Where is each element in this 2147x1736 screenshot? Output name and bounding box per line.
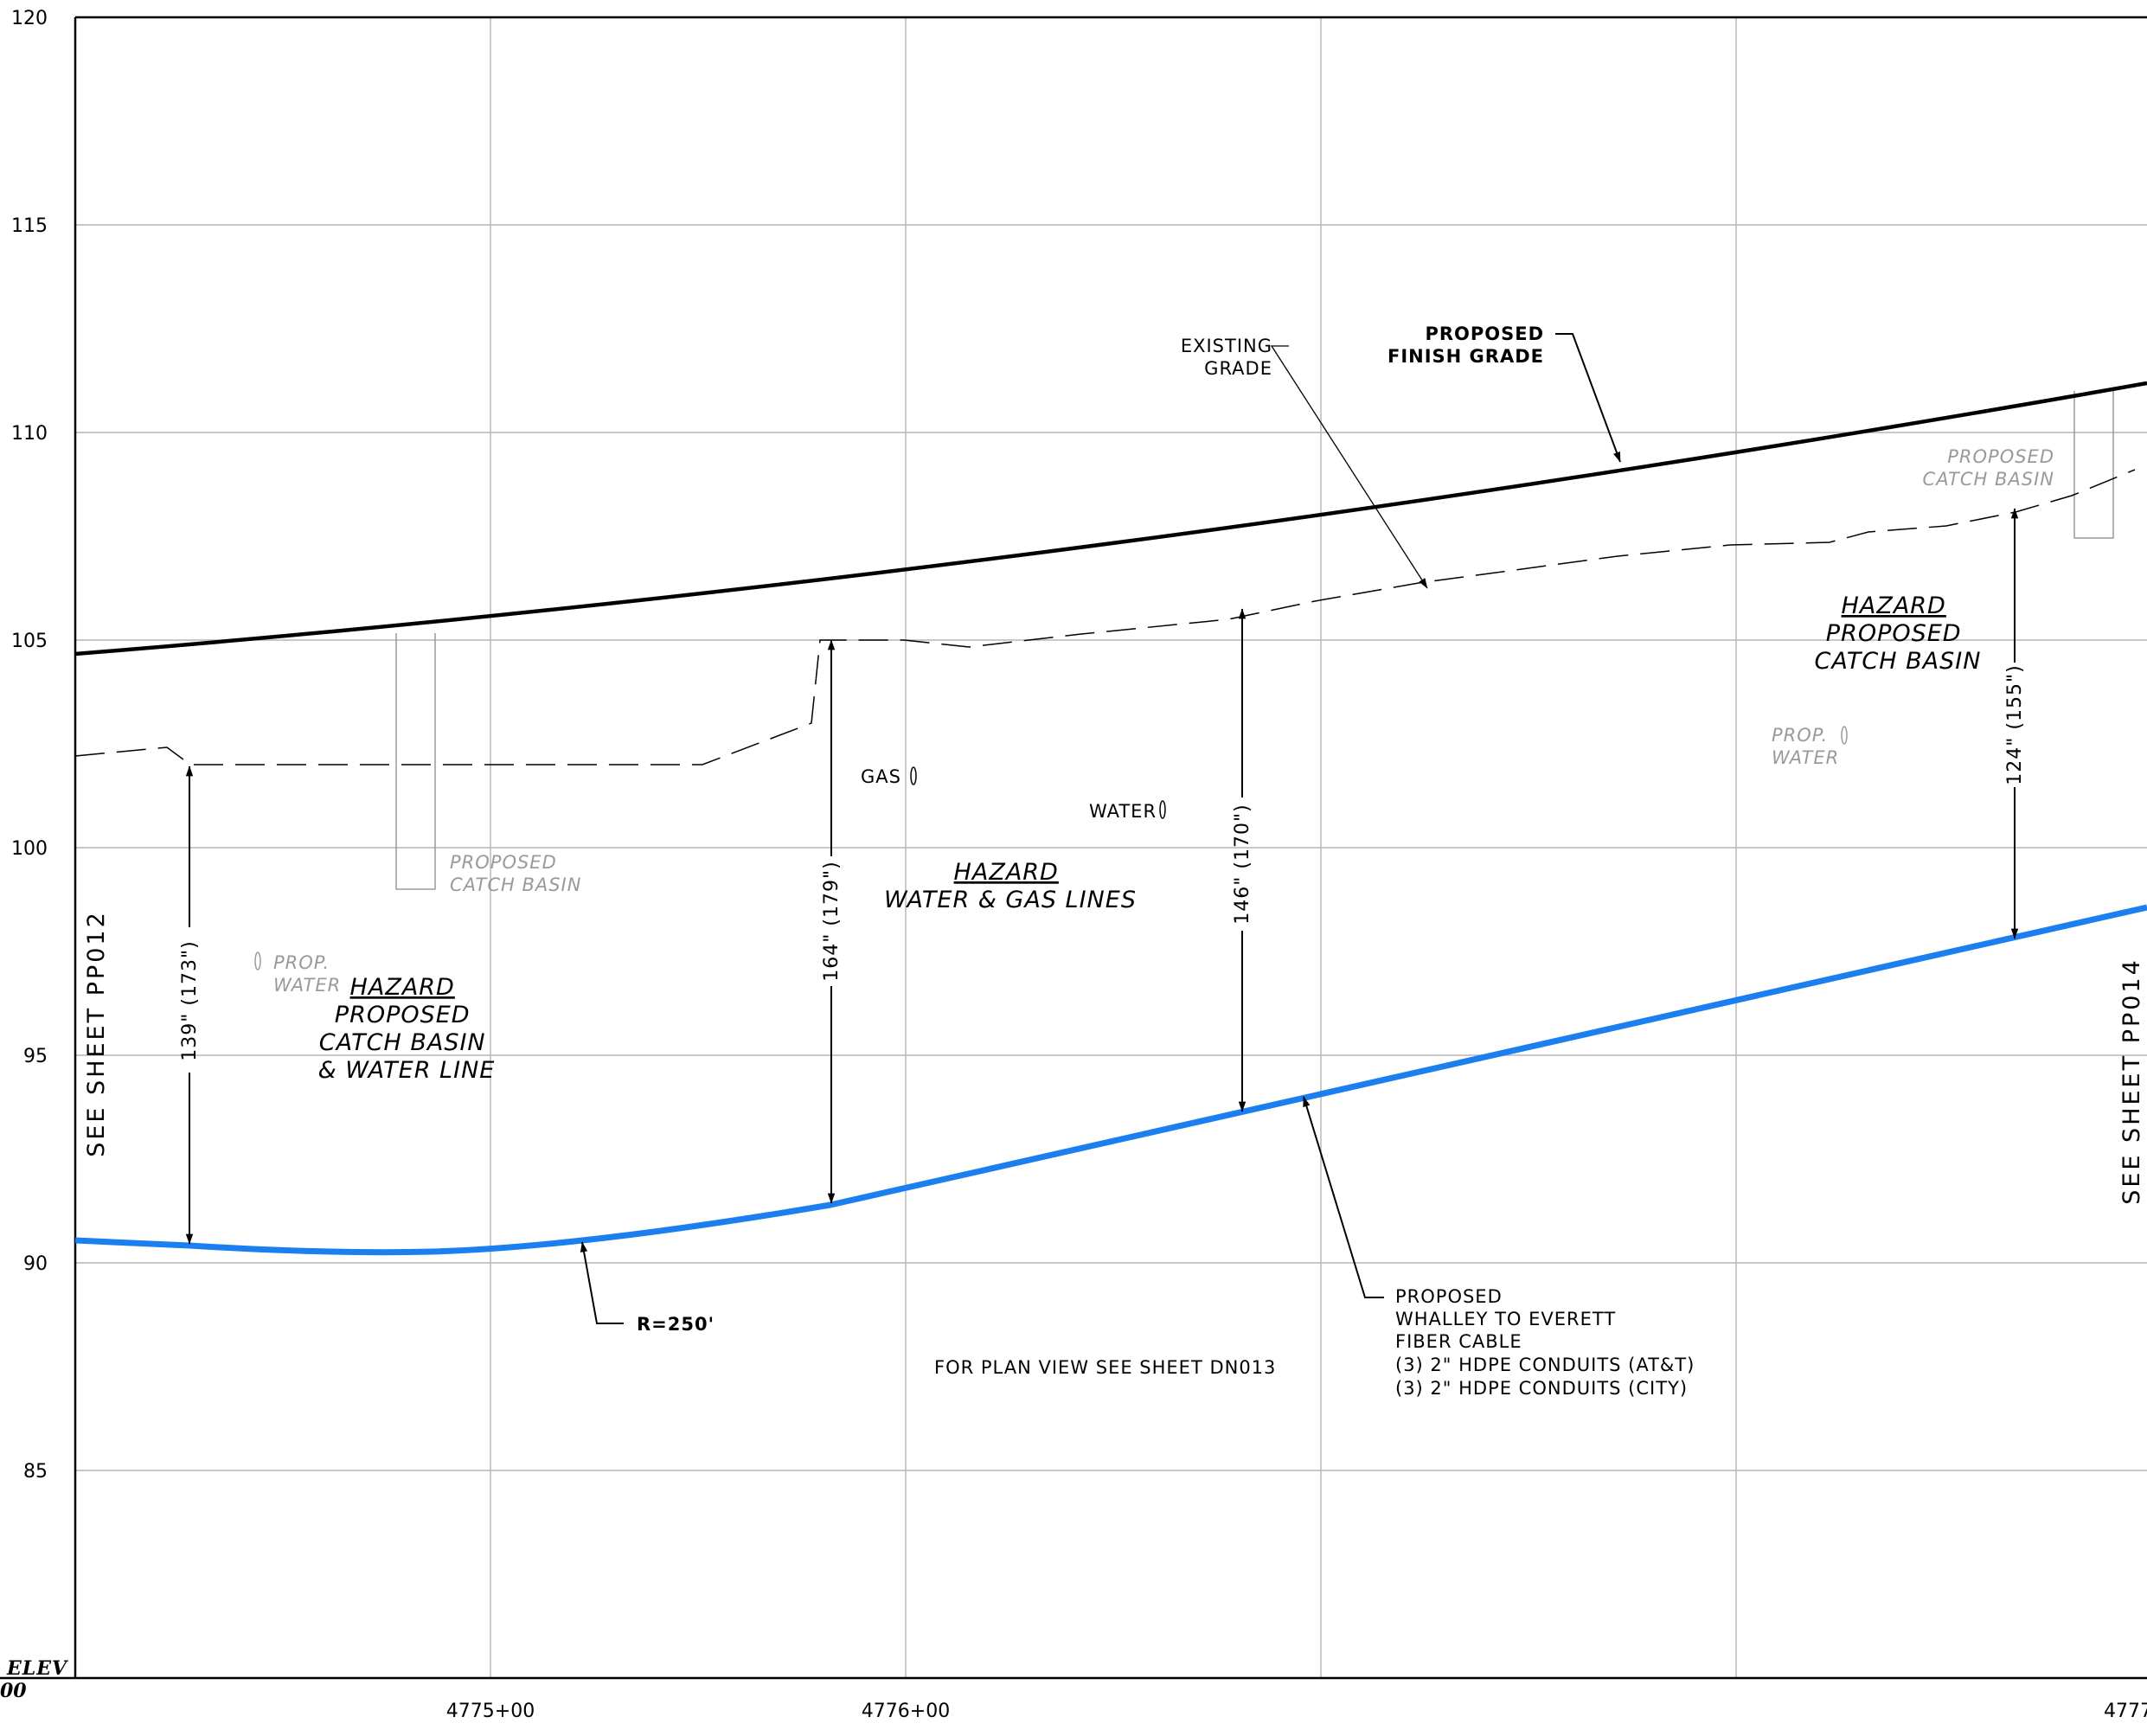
- drawing-frame: [0, 16, 2147, 1680]
- clearance-dimension-3: 146" (170"): [1232, 608, 1253, 1112]
- x-tick-label: 4776+00: [862, 1701, 950, 1722]
- axis-label-elev: ELEV: [6, 1657, 68, 1680]
- y-tick-label: 110: [11, 423, 48, 445]
- fiber-conduit-line: [74, 904, 2147, 1256]
- hazard-title: HAZARD: [1842, 593, 1946, 619]
- dimension-label-4: 124" (155"): [2004, 664, 2026, 785]
- existing-grade-callout: EXISTING GRADE: [1181, 336, 1428, 589]
- proposed-catch-basin-right: [2073, 391, 2114, 539]
- hazard-title: HAZARD: [954, 859, 1059, 886]
- y-tick-label: 85: [23, 1461, 48, 1483]
- dimension-label-1: 139" (173"): [179, 940, 201, 1060]
- water-label: WATER: [1089, 801, 1157, 822]
- proposed-finish-grade-line: [74, 381, 2147, 657]
- clearance-dimension-4: 124" (155"): [2004, 508, 2026, 939]
- fiber-cable-label: PROPOSED WHALLEY TO EVERETT FIBER CABLE (3)…: [1395, 1286, 1695, 1399]
- y-tick-label: 90: [23, 1253, 48, 1275]
- axis-label-sub: 00: [0, 1680, 27, 1702]
- water-line-symbol: [1159, 800, 1166, 819]
- prop-water-symbol-left: [254, 951, 261, 970]
- elevation-axis: 120 115 110 105 100 95 90 85: [11, 8, 48, 1483]
- hazard-note-left: HAZARD PROPOSED CATCH BASIN & WATER LINE: [318, 974, 496, 1084]
- existing-grade-label: EXISTING GRADE: [1181, 336, 1272, 379]
- dimension-label-3: 146" (170"): [1232, 804, 1253, 924]
- proposed-catch-basin-label-right: PROPOSED CATCH BASIN: [1923, 446, 2054, 490]
- clearance-dimension-2: 164" (179"): [821, 639, 843, 1204]
- hazard-note-right: HAZARD PROPOSED CATCH BASIN: [1815, 593, 1982, 675]
- y-tick-label: 120: [11, 8, 48, 29]
- hazard-title: HAZARD: [350, 974, 455, 1001]
- station-axis: 4775+00 4776+00 4777 ELEV 00: [0, 1657, 2147, 1722]
- existing-grade-line: [74, 469, 2136, 766]
- match-line-right: SEE SHEET PP014: [2118, 958, 2145, 1205]
- y-tick-label: 95: [23, 1046, 48, 1067]
- fiber-cable-callout: PROPOSED WHALLEY TO EVERETT FIBER CABLE (3)…: [1303, 1096, 1695, 1399]
- radius-callout: R=250': [580, 1241, 715, 1335]
- prop-water-label-right: PROP. WATER: [1772, 725, 1839, 768]
- finish-grade-callout: PROPOSED FINISH GRADE: [1388, 323, 1621, 463]
- grid: [75, 17, 2147, 1678]
- y-tick-label: 115: [11, 215, 48, 237]
- match-line-left: SEE SHEET PP012: [83, 910, 110, 1157]
- prop-water-symbol-right: [1841, 726, 1848, 745]
- x-tick-label: 4775+00: [446, 1701, 535, 1722]
- hazard-note-middle: HAZARD WATER & GAS LINES: [884, 859, 1137, 913]
- y-tick-label: 100: [11, 838, 48, 860]
- prop-water-label-left: PROP. WATER: [273, 952, 341, 996]
- clearance-dimension-1: 139" (173"): [179, 766, 201, 1245]
- plan-view-note: FOR PLAN VIEW SEE SHEET DN013: [934, 1357, 1276, 1378]
- y-tick-label: 105: [11, 631, 48, 652]
- proposed-catch-basin-left: [395, 633, 436, 890]
- radius-label: R=250': [637, 1314, 715, 1335]
- proposed-catch-basin-label-left: PROPOSED CATCH BASIN: [450, 852, 581, 895]
- gas-label: GAS: [861, 766, 901, 787]
- dimension-label-2: 164" (179"): [821, 861, 843, 981]
- gas-line-symbol: [910, 766, 917, 785]
- finish-grade-label: PROPOSED FINISH GRADE: [1388, 323, 1544, 367]
- x-tick-label: 4777: [2104, 1701, 2147, 1722]
